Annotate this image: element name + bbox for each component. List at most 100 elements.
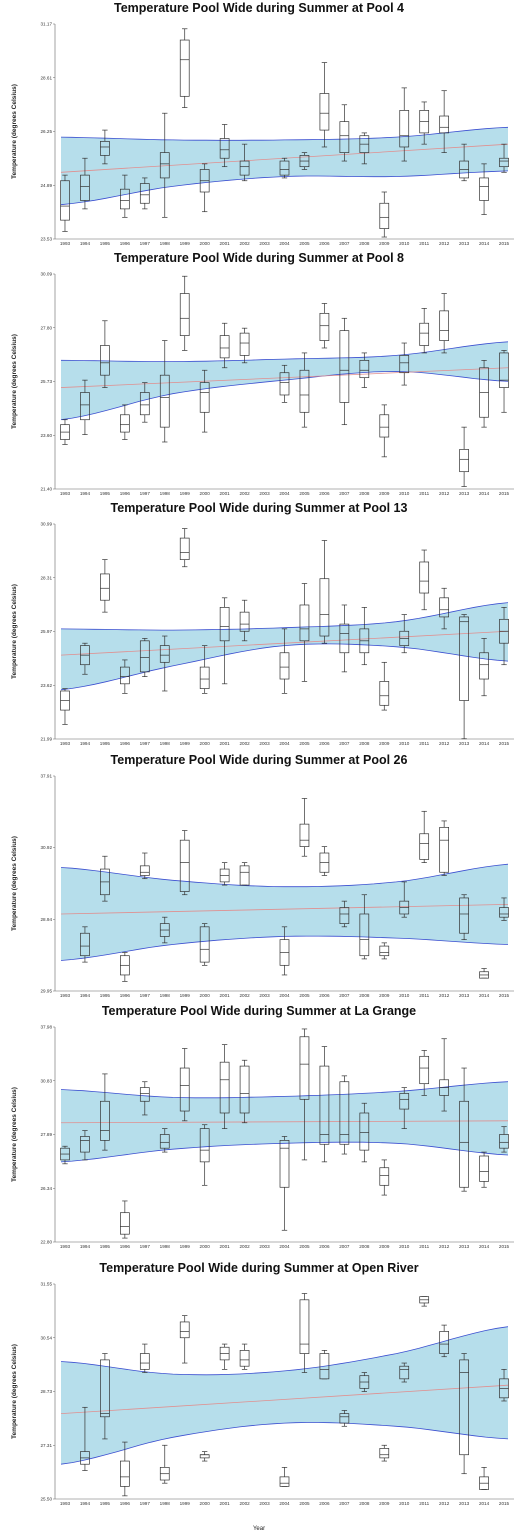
x-tick-label: 2002 [239, 241, 250, 246]
box-iqr [439, 1331, 449, 1354]
box-2011 [419, 549, 430, 611]
x-tick-label: 2006 [319, 1501, 330, 1506]
box-2009 [379, 1444, 390, 1462]
x-axis-title: Year [252, 1526, 266, 1532]
box-2000 [199, 923, 210, 966]
box-2004 [279, 157, 290, 179]
box-2011 [419, 1296, 430, 1307]
x-tick-label: 1999 [180, 741, 191, 746]
box-iqr [439, 115, 449, 134]
x-tick-label: 2000 [200, 491, 211, 496]
box-2001 [219, 322, 230, 369]
box-iqr [319, 578, 330, 637]
y-tick-label: 22.80 [41, 1240, 53, 1245]
y-tick-label: 31.55 [41, 1282, 53, 1287]
box-1996 [120, 1200, 130, 1239]
box-2001 [219, 1343, 230, 1370]
box-1996 [120, 174, 130, 218]
x-tick-label: 2005 [299, 1244, 310, 1249]
box-2015 [499, 1126, 509, 1153]
box-2005 [299, 583, 310, 682]
box-2007 [339, 317, 350, 426]
box-1997 [139, 382, 150, 423]
box-iqr [179, 1321, 190, 1339]
box-iqr [479, 1155, 489, 1182]
x-tick-label: 2013 [459, 1501, 470, 1506]
trend-line [60, 1120, 509, 1124]
y-axis-label: Temperature (degrees Celsius) [11, 1087, 18, 1182]
x-tick-label: 1997 [140, 1501, 151, 1506]
box-2006 [319, 1046, 330, 1163]
box-2004 [279, 1136, 290, 1231]
box-2013 [459, 614, 469, 740]
x-tick-label: 2012 [439, 1244, 450, 1249]
x-tick-label: 1993 [60, 241, 71, 246]
box-iqr [120, 414, 130, 433]
x-tick-label: 2013 [459, 1244, 470, 1249]
x-tick-label: 2014 [479, 1244, 490, 1249]
box-iqr [179, 39, 190, 97]
box-2013 [459, 894, 469, 941]
x-tick-label: 1994 [80, 993, 91, 998]
box-2012 [439, 820, 449, 876]
x-tick-label: 1994 [80, 241, 91, 246]
y-axis-label: Temperature (degrees Celsius) [11, 836, 18, 931]
x-tick-label: 2013 [459, 993, 470, 998]
box-iqr [459, 897, 469, 934]
box-iqr [379, 945, 390, 957]
box-iqr [120, 1212, 130, 1235]
chart-plot: 22.80 26.34 27.89 30.83 37.98 1993 1994 1995 199… [11, 1025, 514, 1249]
box-iqr [299, 369, 310, 413]
box-iqr [100, 345, 110, 376]
box-2014 [479, 1467, 489, 1490]
box-iqr [499, 157, 509, 168]
box-2004 [279, 364, 290, 403]
x-tick-label: 1997 [140, 993, 151, 998]
x-tick-label: 1996 [120, 491, 131, 496]
box-2010 [399, 87, 410, 162]
box-iqr [379, 1448, 390, 1459]
x-tick-label: 2010 [399, 1244, 410, 1249]
box-1994 [80, 642, 90, 675]
chart-title: Temperature Pool Wide during Summer at P… [114, 251, 404, 265]
box-iqr [459, 616, 469, 701]
x-tick-label: 2012 [439, 741, 450, 746]
box-iqr [359, 913, 370, 957]
x-tick-label: 1998 [160, 491, 171, 496]
box-2005 [299, 1028, 310, 1161]
x-tick-label: 2014 [479, 1501, 490, 1506]
box-2009 [379, 661, 390, 711]
x-tick-label: 2002 [239, 1244, 250, 1249]
box-iqr [179, 537, 190, 560]
box-2012 [439, 1324, 449, 1358]
box-iqr [319, 93, 330, 131]
x-tick-label: 1999 [180, 491, 191, 496]
chart-plot: 21.99 23.62 25.97 28.31 30.99 1993 1994 1995 199… [11, 522, 514, 746]
box-iqr [419, 561, 430, 594]
box-1997 [139, 852, 150, 880]
box-iqr [299, 1299, 310, 1354]
band-upper-line [60, 126, 509, 141]
box-iqr [159, 374, 170, 428]
x-tick-label: 2006 [319, 1244, 330, 1249]
box-iqr [339, 623, 350, 654]
box-iqr [379, 1167, 390, 1186]
box-1996 [120, 659, 130, 694]
box-2015 [499, 1369, 509, 1402]
box-1999 [179, 1048, 190, 1122]
box-2010 [399, 342, 410, 386]
box-2000 [199, 1124, 210, 1186]
box-iqr [479, 177, 489, 201]
box-2001 [219, 1044, 230, 1129]
y-tick-label: 30.09 [41, 272, 53, 277]
x-tick-label: 1999 [180, 241, 191, 246]
box-iqr [299, 604, 310, 642]
box-2015 [499, 607, 509, 666]
y-tick-label: 28.73 [41, 1389, 53, 1394]
box-1998 [159, 635, 170, 692]
box-iqr [499, 1134, 509, 1149]
box-iqr [120, 1460, 130, 1487]
x-tick-label: 2003 [259, 491, 270, 496]
x-tick-label: 1995 [100, 1501, 111, 1506]
box-2012 [439, 293, 449, 354]
